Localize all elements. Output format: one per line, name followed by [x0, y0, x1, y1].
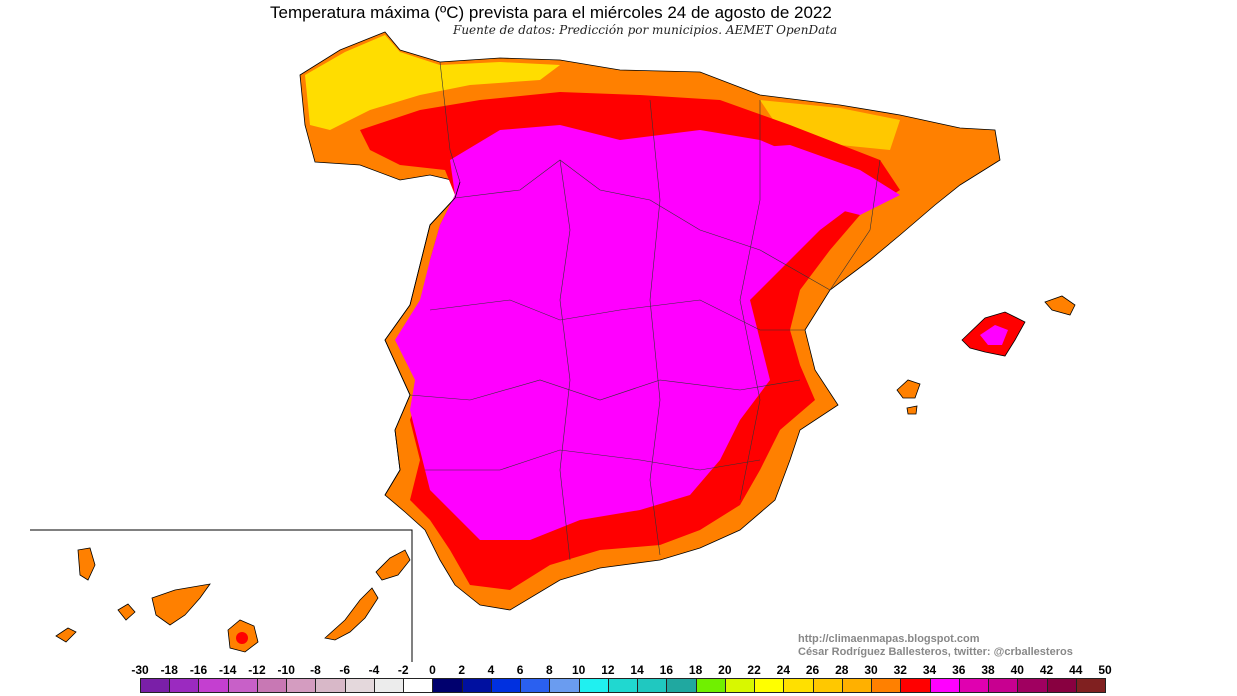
legend-swatch — [1017, 678, 1048, 693]
inset-frame — [30, 529, 413, 662]
legend-label: -16 — [189, 663, 208, 677]
legend-label: -10 — [277, 663, 295, 677]
legend-swatch — [871, 678, 902, 693]
legend-label: 2 — [458, 663, 465, 677]
province-borders — [409, 61, 881, 561]
legend-swatch — [988, 678, 1019, 693]
legend-swatch — [520, 678, 551, 693]
legend-swatch — [841, 678, 873, 693]
legend-swatch — [578, 678, 609, 693]
menorca — [1044, 295, 1076, 316]
data-source: Fuente de datos: Predicción por municipi… — [453, 23, 838, 37]
lanzarote — [375, 549, 411, 581]
legend-label: -2 — [397, 663, 409, 677]
legend-swatch — [256, 678, 288, 693]
gran-canaria-hot-spot — [236, 632, 248, 644]
legend-swatch — [724, 678, 756, 693]
legend-label: 20 — [718, 663, 732, 677]
credits-url[interactable]: http://climaenmapas.blogspot.com — [798, 633, 980, 645]
legend-label: -14 — [219, 663, 237, 677]
legend-label: 18 — [688, 663, 703, 677]
legend-swatch — [754, 678, 785, 693]
legend-label: 16 — [659, 663, 674, 677]
legend-label: 30 — [864, 663, 878, 677]
legend-label: 8 — [546, 663, 553, 677]
legend-swatch — [1046, 678, 1077, 693]
legend-swatch — [344, 678, 375, 693]
legend-swatch — [461, 678, 492, 693]
legend-swatch — [958, 678, 990, 693]
north-coast-cool-zone — [305, 35, 560, 130]
legend-swatch — [929, 678, 960, 693]
pyrenees-mild-zone — [760, 100, 900, 150]
legend-label: 28 — [835, 663, 849, 677]
interior-hottest-zone — [395, 125, 860, 540]
credits-author: César Rodríguez Ballesteros, twitter: @c… — [798, 646, 1073, 658]
ebro-valley-hot-zone — [720, 145, 900, 215]
ibiza — [896, 379, 921, 399]
portugal-border — [384, 181, 461, 496]
legend-swatch — [315, 678, 346, 693]
legend-swatch — [783, 678, 814, 693]
legend-label: 12 — [601, 663, 615, 677]
peninsula — [299, 31, 1001, 611]
legend-swatch — [432, 678, 463, 693]
legend-label: -12 — [248, 663, 266, 677]
tenerife — [151, 583, 211, 626]
legend-swatch — [373, 678, 405, 693]
legend-swatch — [403, 678, 434, 693]
legend-label: 26 — [805, 663, 820, 677]
credits: http://climaenmapas.blogspot.com César R… — [798, 633, 1073, 659]
legend-label: 0 — [429, 663, 436, 677]
legend-swatch — [637, 678, 668, 693]
legend-label: 6 — [516, 663, 524, 677]
legend-label: 4 — [487, 663, 495, 677]
legend-swatch — [549, 678, 580, 693]
legend-label: 42 — [1039, 663, 1054, 677]
la-palma — [77, 547, 96, 581]
legend-swatch — [607, 678, 639, 693]
legend-label: 50 — [1098, 663, 1112, 677]
legend-label: 10 — [571, 663, 586, 677]
legend-swatch — [490, 678, 522, 693]
legend-swatch — [666, 678, 697, 693]
legend-label: -18 — [160, 663, 178, 677]
legend-label: -8 — [310, 663, 321, 677]
legend-swatch — [695, 678, 726, 693]
legend-label: 14 — [630, 663, 644, 677]
legend-label: 34 — [922, 663, 937, 677]
legend-label: 32 — [893, 663, 907, 677]
legend-swatch — [140, 678, 171, 693]
legend-swatch — [198, 678, 229, 693]
color-legend: -30 -18 -16 -14 -12 -10 -8 -6 -4 -2 0 2 4 6 8 10 12 14 16 1… — [0, 663, 1237, 696]
legend-label: -6 — [339, 663, 351, 677]
la-gomera — [117, 603, 136, 621]
legend-label: 22 — [747, 663, 761, 677]
legend-swatch — [169, 678, 200, 693]
legend-label: 38 — [981, 663, 995, 677]
legend-swatch — [812, 678, 843, 693]
el-hierro — [55, 627, 77, 643]
mallorca-interior — [980, 325, 1008, 345]
legend-swatch — [286, 678, 317, 693]
legend-label: -30 — [131, 663, 149, 677]
legend-label: -4 — [368, 663, 380, 677]
canary-islands-inset — [30, 529, 413, 662]
legend-label: 44 — [1069, 663, 1083, 677]
legend-label: 24 — [776, 663, 791, 677]
fuerteventura — [324, 587, 379, 641]
formentera — [906, 405, 918, 415]
map-title: Temperatura máxima (ºC) prevista para el… — [270, 3, 832, 22]
legend-label: 40 — [1010, 663, 1024, 677]
legend-swatch — [900, 678, 931, 693]
legend-swatch — [1075, 678, 1106, 693]
balearic-islands — [896, 295, 1076, 415]
legend-label: 36 — [952, 663, 966, 677]
legend-swatch — [227, 678, 258, 693]
